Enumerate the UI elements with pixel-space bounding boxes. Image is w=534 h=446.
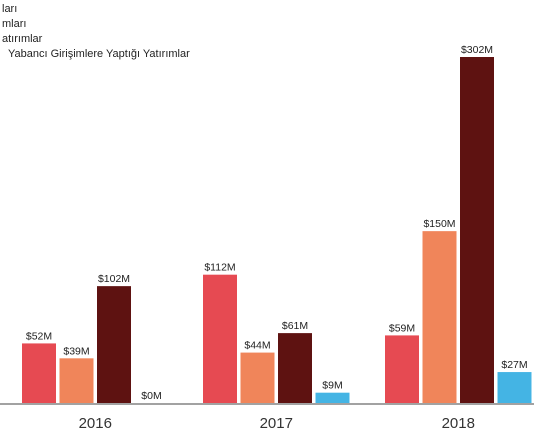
x-axis-ticks: 2016 2017 2018 [79, 415, 475, 432]
x-tick-label: 2017 [260, 415, 293, 432]
bars-group: $52M $39M $102M $0M $112M $44M $61M $9M $59M $150… [22, 44, 532, 403]
bar [22, 343, 56, 403]
data-label: $9M [322, 380, 342, 392]
data-label: $61M [282, 320, 308, 332]
legend-entry: Yabancı Girişimlere Yaptığı Yatırımlar [8, 48, 190, 60]
bar [240, 352, 275, 403]
bar [422, 231, 457, 403]
bar [59, 358, 94, 403]
legend-entry: atırımlar [2, 33, 43, 45]
legend-entry: ları [2, 3, 17, 15]
data-label: $44M [244, 340, 270, 352]
data-label: $112M [204, 262, 235, 274]
bar [460, 57, 494, 403]
data-label: $27M [501, 359, 527, 371]
data-label: $59M [389, 322, 415, 334]
bar [315, 392, 350, 403]
bar [278, 333, 312, 403]
legend: ları mları atırımlar Yabancı Girişimlere Ya… [2, 3, 190, 60]
bar [203, 274, 237, 403]
data-label: $52M [26, 330, 52, 342]
data-label: $150M [423, 218, 455, 230]
data-label: $39M [63, 345, 89, 357]
data-label: $102M [98, 273, 130, 285]
data-label: $0M [141, 390, 161, 402]
x-tick-label: 2016 [79, 415, 112, 432]
x-tick-label: 2018 [442, 415, 475, 432]
legend-entry: mları [2, 18, 26, 30]
bar [385, 335, 419, 403]
bar [497, 372, 532, 403]
data-label: $302M [461, 44, 493, 56]
bar [97, 286, 131, 403]
